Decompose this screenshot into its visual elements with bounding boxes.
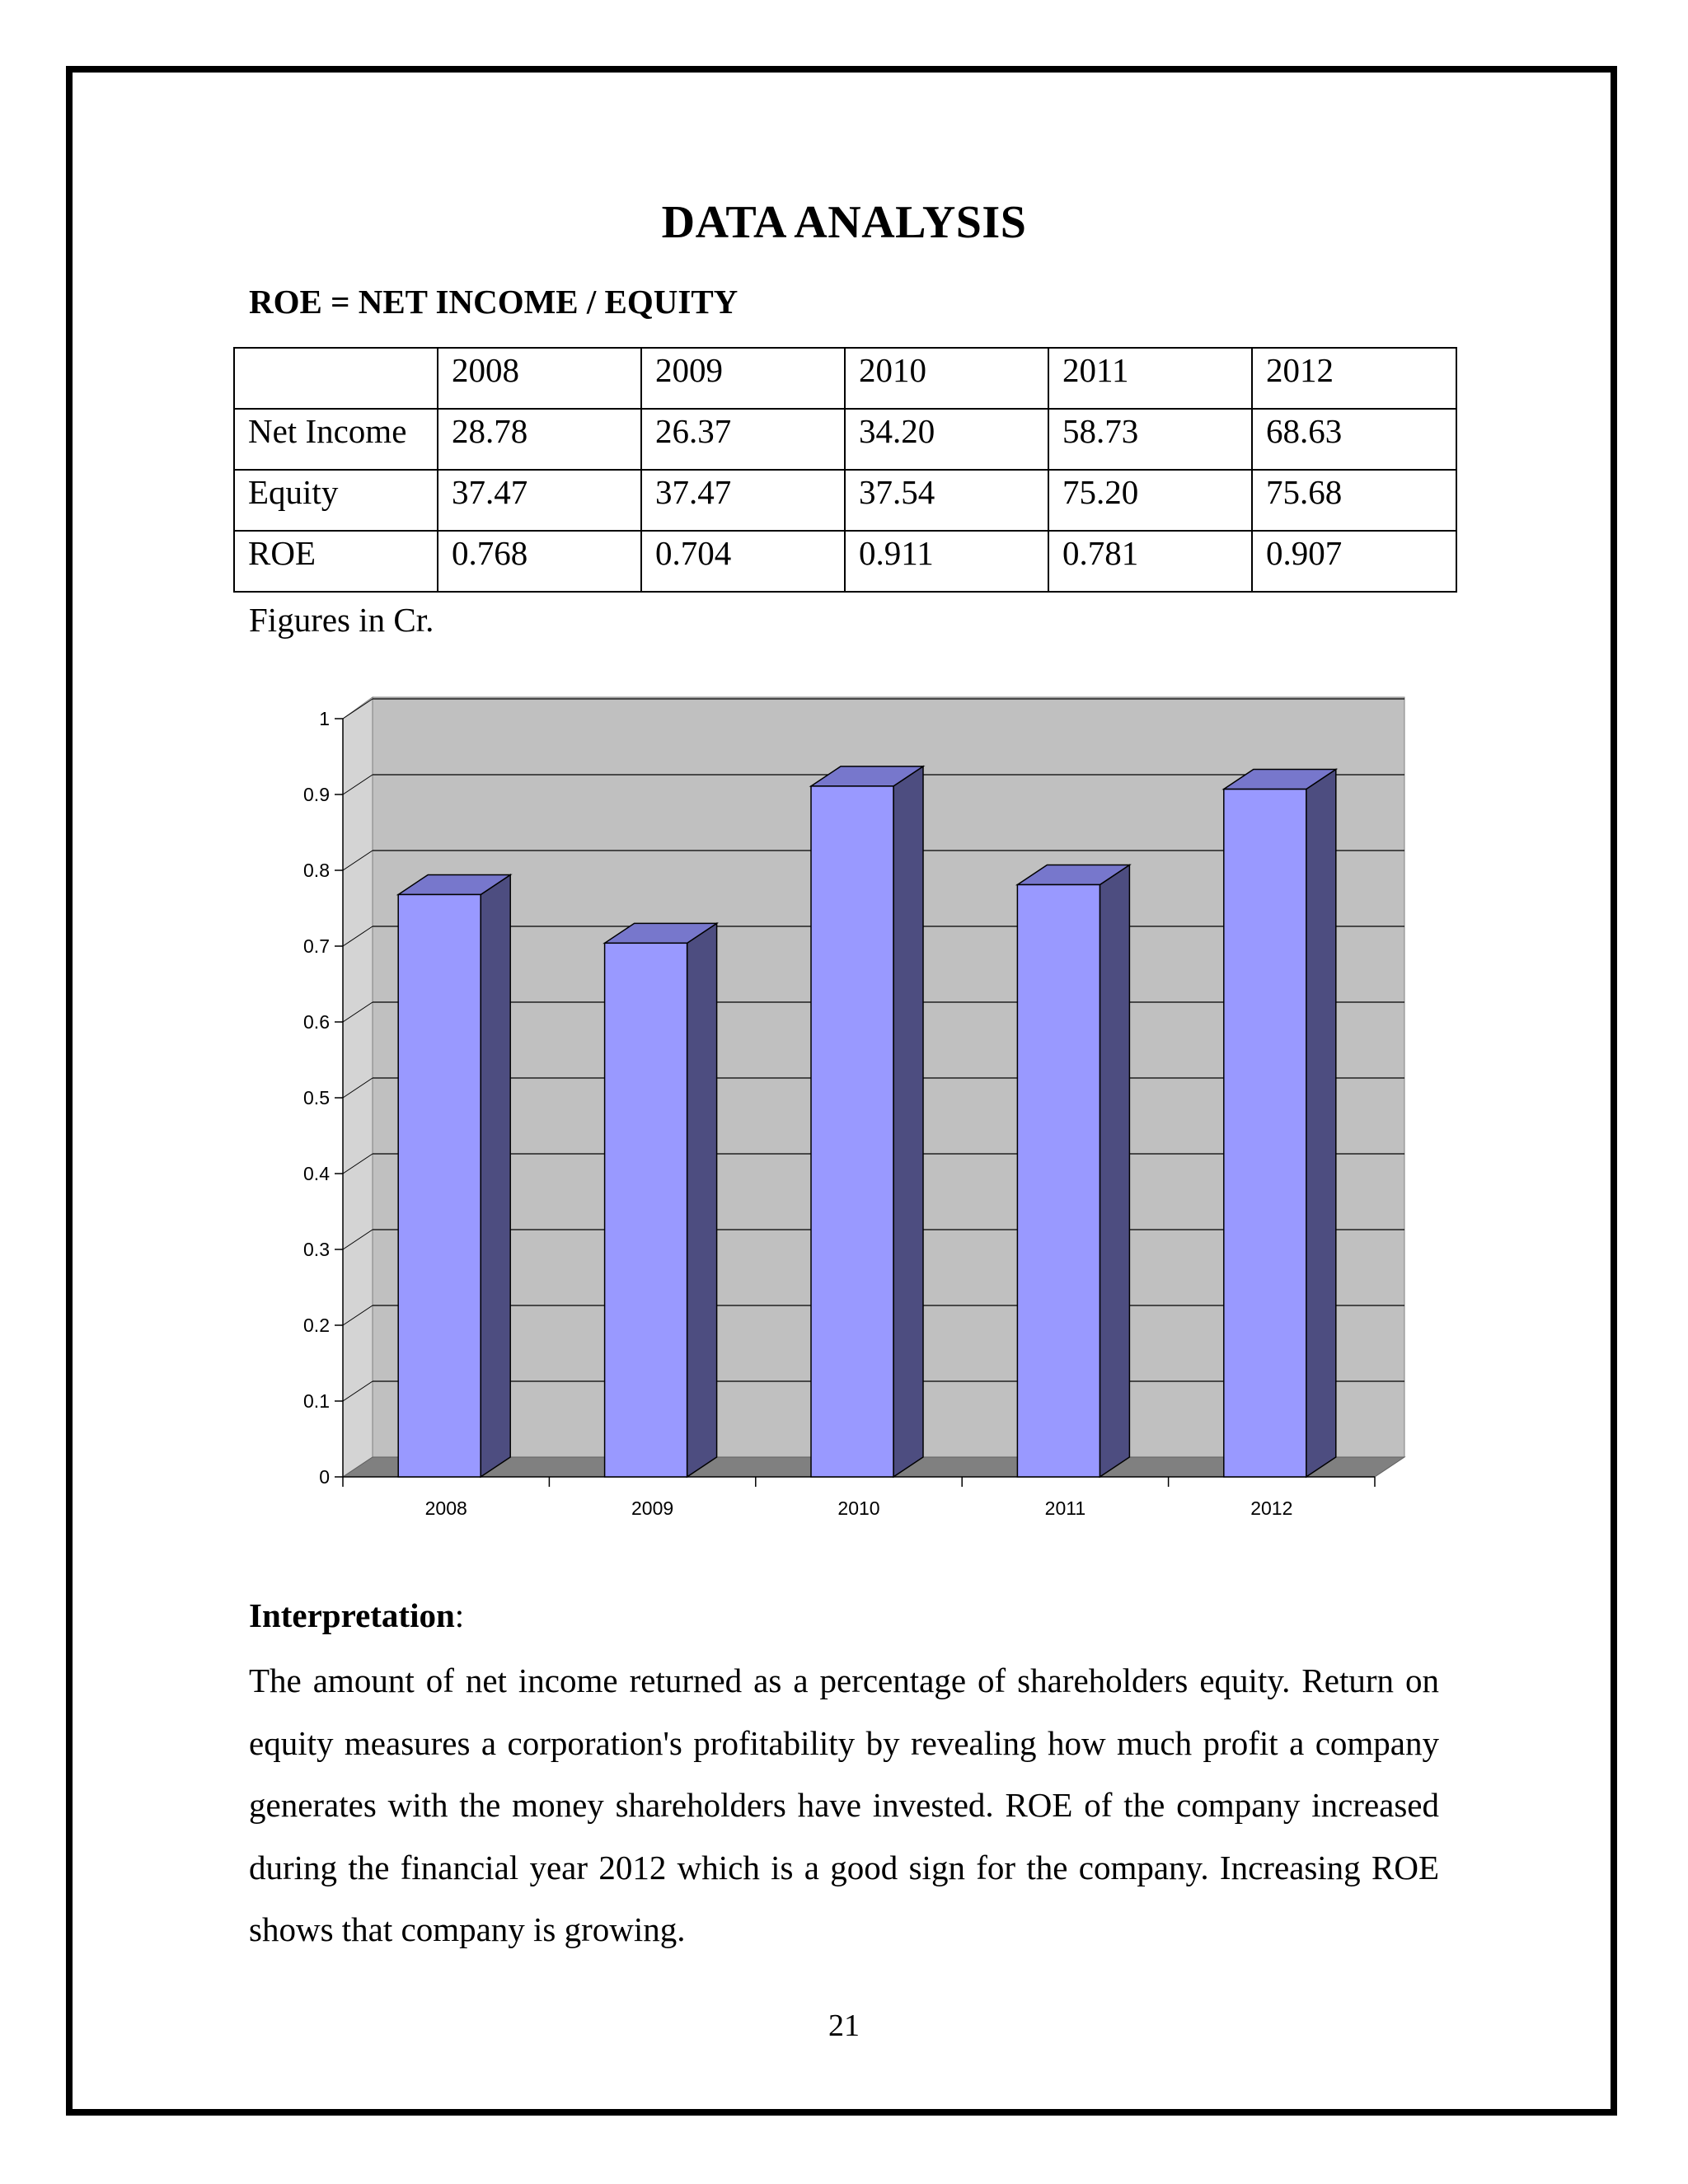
table-row: Net Income 28.78 26.37 34.20 58.73 68.63: [233, 408, 1457, 471]
table-cell: 37.47: [437, 469, 642, 532]
x-tick-label: 2009: [631, 1497, 673, 1519]
table-header-cell: 2009: [640, 347, 846, 410]
page-border: [66, 66, 1617, 2116]
table-cell: 0.781: [1048, 530, 1253, 593]
gridline-diagonal: [342, 1077, 373, 1099]
y-tick-label: 1: [319, 708, 330, 729]
bar-side: [1306, 768, 1337, 1479]
table-row: Equity 37.47 37.47 37.54 75.20 75.68: [233, 469, 1457, 532]
gridline-diagonal: [342, 850, 373, 871]
roe-table: 2008 2009 2010 2011 2012 Net Income 28.7…: [233, 347, 1457, 593]
table-cell: 0.907: [1251, 530, 1457, 593]
bar: [1016, 883, 1101, 1478]
gridline-diagonal: [342, 1380, 373, 1402]
table-header-cell: 2012: [1251, 347, 1457, 410]
bar: [397, 893, 481, 1478]
bar: [810, 785, 894, 1478]
x-tick-label: 2012: [1250, 1497, 1292, 1519]
interpretation-heading: Interpretation:: [249, 1596, 464, 1635]
bar: [1223, 788, 1307, 1478]
gridline-diagonal: [342, 1001, 373, 1023]
bar-side: [480, 874, 511, 1479]
table-cell: 0.704: [640, 530, 846, 593]
table-header-row: 2008 2009 2010 2011 2012: [233, 347, 1457, 410]
row-label: ROE: [233, 530, 438, 593]
gridline-diagonal: [342, 1305, 373, 1326]
roe-bar-chart: 0 0.1 0.2 0.3 0.4 0.5 0.6 0.7 0.8 0.9 1 2008 2009 201…: [303, 696, 1406, 1519]
x-tick-label: 2010: [837, 1497, 879, 1519]
table-cell: [233, 347, 438, 410]
y-tick-label: 0.3: [303, 1239, 330, 1260]
table-header-cell: 2010: [844, 347, 1049, 410]
bar: [603, 942, 688, 1478]
y-tick-label: 0.6: [303, 1011, 330, 1033]
chart-side-wall: [342, 696, 373, 1478]
table-cell: 28.78: [437, 408, 642, 471]
x-tick-label: 2011: [1045, 1497, 1085, 1519]
table-cell: 75.68: [1251, 469, 1457, 532]
page-number: 21: [828, 2008, 860, 2043]
table-cell: 58.73: [1048, 408, 1253, 471]
table-cell: 75.20: [1048, 469, 1253, 532]
interpretation-text: The amount of net income returned as a p…: [249, 1661, 1439, 1948]
table-cell: 0.911: [844, 530, 1049, 593]
table-cell: 68.63: [1251, 408, 1457, 471]
table-cell: 34.20: [844, 408, 1049, 471]
bar-side: [1099, 864, 1131, 1479]
y-tick-label: 0.7: [303, 935, 330, 957]
x-tick-label: 2008: [425, 1497, 467, 1519]
y-tick-label: 0.2: [303, 1315, 330, 1336]
bar-side: [893, 765, 924, 1479]
interpretation-heading-text: Interpretation: [249, 1596, 455, 1634]
table-header-cell: 2011: [1048, 347, 1253, 410]
table-cell: 37.54: [844, 469, 1049, 532]
gridline-diagonal: [342, 926, 373, 947]
y-tick-label: 0: [319, 1466, 330, 1488]
interpretation-colon: :: [454, 1596, 465, 1634]
gridline-diagonal: [342, 774, 373, 795]
y-tick-label: 0.9: [303, 784, 330, 805]
page-title: DATA ANALYSIS: [661, 197, 1027, 248]
row-label: Equity: [233, 469, 438, 532]
gridline-diagonal: [342, 1153, 373, 1174]
roe-formula: ROE = NET INCOME / EQUITY: [249, 283, 738, 321]
table-header-cell: 2008: [437, 347, 642, 410]
gridline-diagonal: [342, 1229, 373, 1250]
y-tick-label: 0.4: [303, 1163, 330, 1184]
y-tick-label: 0.1: [303, 1390, 330, 1412]
figures-note: Figures in Cr.: [249, 601, 434, 639]
y-tick-label: 0.8: [303, 860, 330, 881]
y-tick-label: 0.5: [303, 1087, 330, 1108]
row-label: Net Income: [233, 408, 438, 471]
table-cell: 0.768: [437, 530, 642, 593]
table-cell: 37.47: [640, 469, 846, 532]
table-row: ROE 0.768 0.704 0.911 0.781 0.907: [233, 530, 1457, 593]
gridline-diagonal: [342, 698, 373, 719]
table-cell: 26.37: [640, 408, 846, 471]
bar-side: [686, 921, 718, 1479]
